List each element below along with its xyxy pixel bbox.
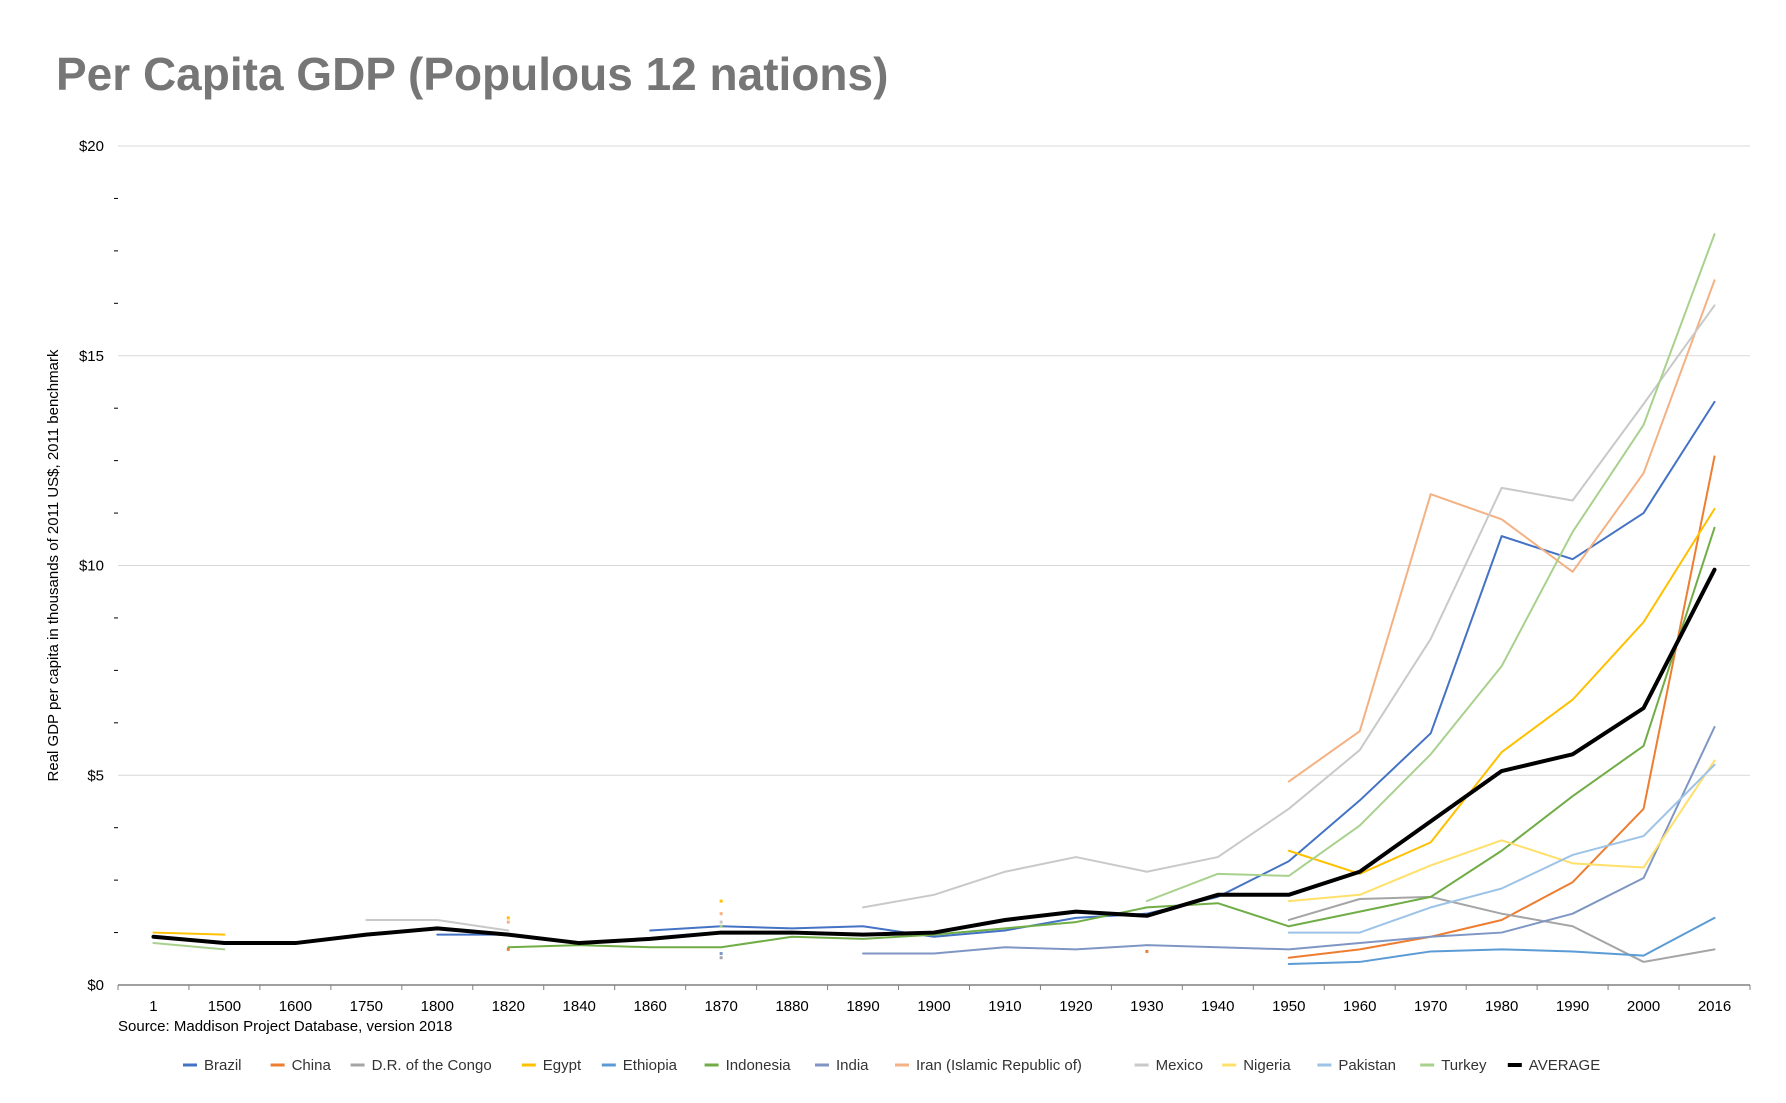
x-tick-label: 1920 (1059, 998, 1092, 1015)
legend-label: Ethiopia (623, 1057, 678, 1074)
series-11 (152, 233, 1716, 951)
series-point (1145, 949, 1149, 953)
x-tick-label: 2016 (1698, 998, 1731, 1015)
legend-label: D.R. of the Congo (372, 1057, 492, 1074)
legend-label: Nigeria (1243, 1057, 1291, 1074)
x-tick-label: 1870 (704, 998, 737, 1015)
legend-label: India (836, 1057, 869, 1074)
x-tick-label: 1890 (846, 998, 879, 1015)
x-axis: 1 1500 1600 1750 1800 1820 1840 1860 1870 1880 189… (117, 984, 1751, 1015)
legend-item: Iran (Islamic Republic of) (895, 1057, 1082, 1074)
legend-label: Brazil (204, 1057, 242, 1074)
x-tick-label: 1800 (421, 998, 454, 1015)
legend-item: India (815, 1057, 869, 1074)
x-tick-label: 1990 (1556, 998, 1589, 1015)
series-line (365, 918, 510, 932)
x-tick-label: 1860 (633, 998, 666, 1015)
series-point (719, 920, 723, 924)
legend-item: Pakistan (1317, 1057, 1396, 1074)
legend-label: Turkey (1441, 1057, 1487, 1074)
series-point (506, 920, 510, 924)
series-line (862, 726, 1716, 955)
gridlines (118, 145, 1750, 776)
series-9 (1287, 759, 1716, 903)
x-tick-label: 1950 (1272, 998, 1305, 1015)
legend-item: Nigeria (1222, 1057, 1291, 1074)
x-tick-label: 1900 (917, 998, 950, 1015)
y-tick-label: $5 (87, 767, 104, 784)
series-4 (1287, 916, 1716, 966)
legend-label: Mexico (1156, 1057, 1204, 1074)
series-point (719, 952, 723, 956)
legend-label: Pakistan (1338, 1057, 1396, 1074)
x-tick-label: 1940 (1201, 998, 1234, 1015)
x-tick-label: 1 (149, 998, 157, 1015)
legend: Brazil China D.R. of the Congo Egypt Ethiopi… (183, 1057, 1600, 1074)
y-tick-label: $10 (79, 558, 104, 575)
series-point (719, 924, 723, 928)
legend-item: Indonesia (704, 1057, 792, 1074)
series-10 (1287, 763, 1716, 934)
x-tick-label: 2000 (1627, 998, 1660, 1015)
x-tick-label: 1840 (563, 998, 596, 1015)
series-2 (719, 895, 1716, 963)
series-line (1287, 759, 1716, 903)
y-tick-label: $20 (79, 138, 104, 155)
legend-label: China (292, 1057, 332, 1074)
series-line (862, 304, 1716, 909)
legend-label: Indonesia (726, 1057, 792, 1074)
source-note: Source: Maddison Project Database, versi… (118, 1018, 452, 1035)
x-tick-label: 1960 (1343, 998, 1376, 1015)
series-8 (365, 304, 1716, 932)
legend-item: Egypt (521, 1057, 582, 1074)
legend-item: Ethiopia (601, 1057, 678, 1074)
series-line (1287, 455, 1716, 959)
legend-item: D.R. of the Congo (350, 1057, 492, 1074)
legend-item: AVERAGE (1507, 1057, 1600, 1074)
x-tick-label: 1970 (1414, 998, 1447, 1015)
legend-item: China (270, 1057, 332, 1074)
legend-item: Brazil (183, 1057, 242, 1074)
series-line (1287, 763, 1716, 934)
legend-label: AVERAGE (1529, 1057, 1600, 1074)
y-axis-title: Real GDP per capita in thousands of 2011… (45, 349, 62, 781)
series-line (152, 931, 226, 936)
x-tick-label: 1880 (775, 998, 808, 1015)
x-tick-label: 1600 (279, 998, 312, 1015)
x-tick-label: 1500 (208, 998, 241, 1015)
series-point (506, 947, 510, 951)
legend-label: Iran (Islamic Republic of) (916, 1057, 1082, 1074)
series-point (719, 956, 723, 960)
x-tick-label: 1820 (492, 998, 525, 1015)
series-line (1287, 916, 1716, 966)
series-point (719, 899, 723, 903)
legend-label: Egypt (543, 1057, 582, 1074)
y-axis: $0 $5 $10 $15 $20 (79, 138, 118, 994)
legend-item: Turkey (1420, 1057, 1487, 1074)
chart-title: Per Capita GDP (Populous 12 nations) (56, 48, 888, 100)
y-tick-label: $0 (87, 977, 104, 994)
series-line (1287, 895, 1716, 963)
y-tick-label: $15 (79, 348, 104, 365)
x-tick-label: 1910 (988, 998, 1021, 1015)
x-tick-label: 1930 (1130, 998, 1163, 1015)
series-point (719, 912, 723, 916)
series-7 (506, 279, 1716, 924)
series-point (506, 916, 510, 920)
series-12 (151, 567, 1717, 946)
x-tick-label: 1980 (1485, 998, 1518, 1015)
series-6 (719, 726, 1716, 956)
series (151, 233, 1717, 966)
series-1 (506, 455, 1716, 959)
series-line (151, 567, 1717, 946)
series-line (1145, 233, 1716, 903)
series-line (1287, 279, 1716, 783)
legend-item: Mexico (1134, 1057, 1204, 1074)
x-tick-label: 1750 (350, 998, 383, 1015)
series-line (152, 942, 226, 951)
